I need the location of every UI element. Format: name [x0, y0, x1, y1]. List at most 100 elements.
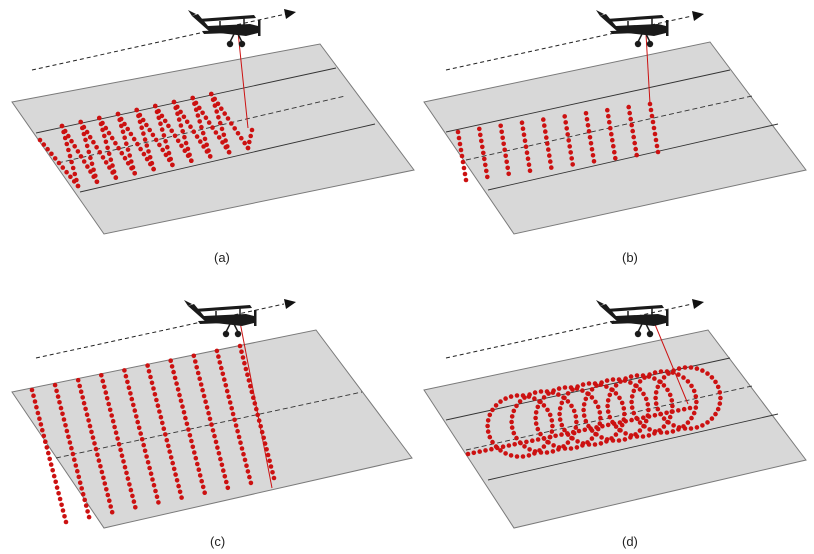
scan-point: [206, 410, 211, 416]
scan-point: [522, 444, 527, 449]
scan-point: [514, 454, 520, 459]
swath-boundary-line: [79, 123, 376, 193]
scan-point: [612, 149, 617, 155]
scan-point: [115, 111, 121, 117]
scan-point: [89, 161, 95, 167]
scan-point: [225, 116, 231, 121]
scan-point: [203, 115, 209, 120]
scan-point: [109, 509, 115, 515]
scan-point: [570, 436, 575, 441]
scan-point: [147, 465, 152, 471]
scan-point: [95, 452, 100, 458]
scan-point: [164, 437, 170, 443]
scan-point: [172, 133, 178, 139]
scan-point: [605, 422, 611, 428]
scan-point: [133, 505, 138, 510]
scan-point: [68, 174, 73, 180]
scan-point: [62, 128, 68, 134]
scan-point: [477, 449, 483, 454]
scan-point: [77, 480, 83, 486]
scan-point: [658, 411, 664, 417]
scan-point: [541, 444, 547, 449]
scan-point: [103, 390, 109, 395]
scan-point: [658, 369, 664, 374]
scan-point: [705, 371, 710, 376]
scan-point: [55, 394, 61, 399]
scan-point: [691, 388, 697, 394]
scan-point: [599, 380, 604, 385]
scan-point: [106, 401, 111, 407]
scan-point: [535, 426, 541, 432]
scan-point: [255, 412, 260, 418]
scan-point: [641, 415, 646, 421]
scan-point: [175, 104, 180, 110]
scan-point: [89, 429, 94, 435]
scan-point: [549, 429, 555, 434]
scan-point: [147, 127, 152, 133]
scan-point: [70, 165, 76, 171]
scan-point: [524, 439, 529, 445]
scan-point: [132, 171, 137, 176]
scan-point: [160, 147, 165, 153]
scan-point: [75, 183, 81, 189]
scan-point: [654, 143, 660, 149]
scan-point: [91, 139, 96, 145]
scan-point: [494, 445, 500, 451]
scan-point: [49, 151, 54, 157]
scan-point: [170, 162, 175, 168]
scan-point: [485, 423, 490, 429]
scan-point: [180, 404, 185, 409]
scan-point: [106, 130, 112, 136]
scan-point: [532, 396, 537, 401]
scan-point: [583, 111, 589, 116]
scan-point: [210, 428, 216, 433]
scan-point: [132, 408, 138, 413]
scan-point: [158, 414, 164, 420]
scan-point: [216, 451, 222, 456]
scan-point: [240, 355, 246, 360]
scan-point: [544, 135, 549, 140]
scan-point: [170, 460, 175, 466]
scan-point: [511, 408, 517, 414]
scan-point: [667, 414, 673, 420]
scan-point: [584, 117, 590, 122]
panel-label: (d): [622, 534, 638, 549]
scan-point: [503, 153, 509, 159]
scan-point: [522, 138, 528, 143]
scan-point: [104, 396, 110, 401]
scan-point: [37, 137, 43, 143]
scan-point: [81, 400, 87, 406]
scan-point: [119, 150, 125, 156]
scan-point: [533, 415, 538, 421]
scan-point: [691, 410, 697, 416]
scan-point: [557, 417, 563, 422]
scan-point: [97, 150, 103, 155]
scan-point: [32, 399, 38, 404]
scan-point: [78, 389, 84, 395]
scan-point: [562, 114, 567, 119]
scan-point: [102, 133, 107, 139]
scan-point: [270, 470, 275, 475]
scan-point: [116, 441, 122, 447]
scan-point: [508, 453, 514, 458]
scan-point: [592, 442, 598, 447]
scan-point: [50, 468, 55, 473]
scan-point: [196, 467, 202, 473]
scan-point: [568, 446, 574, 451]
scan-point: [586, 442, 592, 447]
scan-point: [125, 476, 131, 481]
scan-point: [37, 416, 42, 422]
scan-point: [113, 175, 119, 180]
scan-point: [593, 399, 598, 405]
scan-point: [193, 359, 198, 364]
scan-point: [195, 370, 201, 376]
scan-point: [199, 124, 204, 130]
scan-point: [694, 399, 699, 405]
scan-point: [83, 406, 88, 412]
scan-point: [174, 478, 180, 483]
scan-point: [647, 427, 652, 432]
scan-point: [626, 104, 631, 110]
scan-point: [559, 400, 565, 406]
scan-point: [458, 147, 464, 153]
scan-point: [169, 128, 174, 134]
